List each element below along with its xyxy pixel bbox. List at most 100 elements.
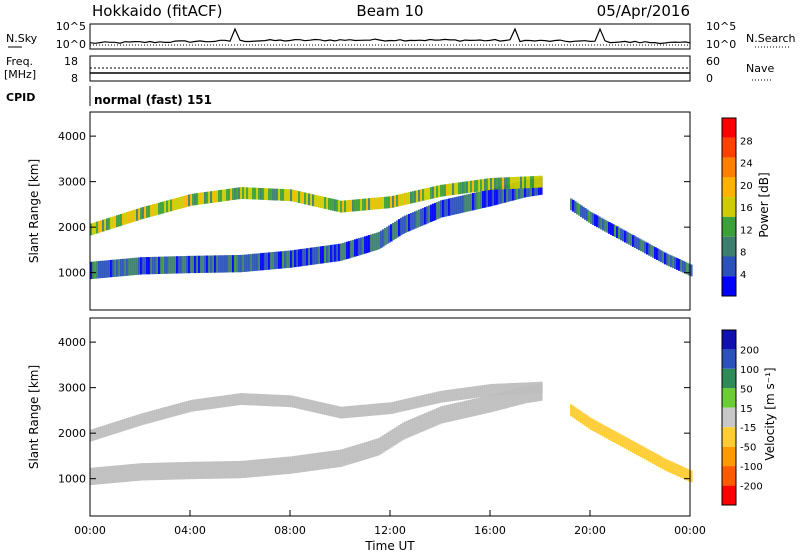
echo-cell <box>330 404 333 417</box>
y-tick-label: 4000 <box>58 336 86 349</box>
echo-cell <box>470 399 473 417</box>
echo-cell <box>196 461 199 479</box>
colorbar-cell <box>722 197 736 217</box>
freq-left-unit: [MHz] <box>4 68 36 81</box>
echo-cell <box>286 250 289 268</box>
echo-cell <box>636 443 639 456</box>
echo-cell <box>218 255 221 273</box>
echo-cell <box>258 253 261 271</box>
echo-cell <box>428 411 431 429</box>
echo-cell <box>352 239 355 258</box>
echo-cell <box>276 394 279 407</box>
echo-cell <box>124 464 127 482</box>
echo-cell <box>480 191 483 209</box>
echo-cell <box>98 427 101 439</box>
echo-cell <box>234 461 237 479</box>
echo-cell <box>264 188 267 200</box>
echo-cell <box>576 202 579 215</box>
echo-cell <box>310 247 313 265</box>
echo-cell <box>196 193 199 205</box>
echo-cell <box>144 463 147 481</box>
echo-cell <box>134 209 137 222</box>
echo-cell <box>494 177 497 190</box>
echo-cell <box>198 461 201 479</box>
echo-cell <box>230 461 233 479</box>
echo-cell <box>226 189 229 201</box>
echo-cell <box>276 188 279 201</box>
echo-cell <box>108 260 111 278</box>
echo-cell <box>182 256 185 274</box>
echo-cell <box>174 404 177 417</box>
echo-cell <box>400 193 403 206</box>
echo-cell <box>132 257 135 276</box>
echo-cell <box>194 399 197 412</box>
echo-cell <box>208 191 211 204</box>
echo-cell <box>346 447 349 465</box>
echo-cell <box>152 410 155 423</box>
echo-cell <box>324 403 327 415</box>
echo-cell <box>450 404 453 422</box>
echo-cell <box>304 248 307 266</box>
echo-cell <box>496 187 499 205</box>
echo-cell <box>488 178 491 191</box>
echo-cell <box>160 202 163 214</box>
echo-cell <box>326 451 329 469</box>
echo-cell <box>280 457 283 475</box>
echo-cell <box>178 256 181 274</box>
echo-cell <box>280 251 283 269</box>
echo-cell <box>470 386 473 399</box>
echo-cell <box>430 393 433 405</box>
echo-cell <box>660 250 663 263</box>
echo-cell <box>486 395 489 414</box>
noise-tick-high: 10^5 <box>56 20 86 33</box>
echo-cell <box>300 397 303 410</box>
echo-cell <box>162 462 165 480</box>
echo-cell <box>202 192 205 205</box>
echo-cell <box>130 258 133 276</box>
echo-cell <box>484 384 487 397</box>
echo-cell <box>140 463 143 481</box>
echo-cell <box>620 434 623 447</box>
echo-cell <box>212 396 215 409</box>
echo-cell <box>656 454 659 466</box>
echo-cell <box>462 387 465 400</box>
echo-cell <box>490 394 493 413</box>
echo-cell <box>402 216 405 234</box>
echo-cell <box>434 186 437 198</box>
echo-cell <box>212 190 215 203</box>
echo-cell <box>468 399 471 418</box>
echo-cell <box>262 252 265 271</box>
echo-cell <box>498 392 501 411</box>
echo-cell <box>492 188 495 206</box>
echo-cell <box>602 424 605 437</box>
echo-cell <box>208 397 211 410</box>
echo-cell <box>314 247 317 265</box>
echo-cell <box>424 394 427 407</box>
echo-cell <box>514 182 517 200</box>
echo-cell <box>186 401 189 413</box>
echo-cell <box>184 462 187 480</box>
echo-cell <box>262 188 265 200</box>
echo-cell <box>386 226 389 244</box>
echo-cell <box>436 185 439 198</box>
echo-cell <box>366 441 369 459</box>
echo-cell <box>342 200 345 213</box>
echo-cell <box>436 408 439 426</box>
echo-cell <box>384 402 387 415</box>
echo-cell <box>386 432 389 450</box>
echo-cell <box>512 183 515 201</box>
freq-tick-low: 8 <box>71 72 78 85</box>
echo-cell <box>194 255 197 274</box>
echo-cell <box>206 191 209 204</box>
echo-cell <box>410 213 413 231</box>
time-x-ticks: 00:00 04:00 08:00 12:00 16:00 20:00 00:00 <box>74 510 706 537</box>
echo-cell <box>524 382 527 395</box>
echo-cell <box>612 224 615 236</box>
echo-cell <box>262 394 265 406</box>
echo-cell <box>122 258 125 277</box>
echo-cell <box>276 251 279 269</box>
colorbar-tick-label: -100 <box>740 462 763 473</box>
echo-cell <box>314 400 317 413</box>
echo-cell <box>210 191 213 203</box>
echo-cell <box>410 419 413 437</box>
